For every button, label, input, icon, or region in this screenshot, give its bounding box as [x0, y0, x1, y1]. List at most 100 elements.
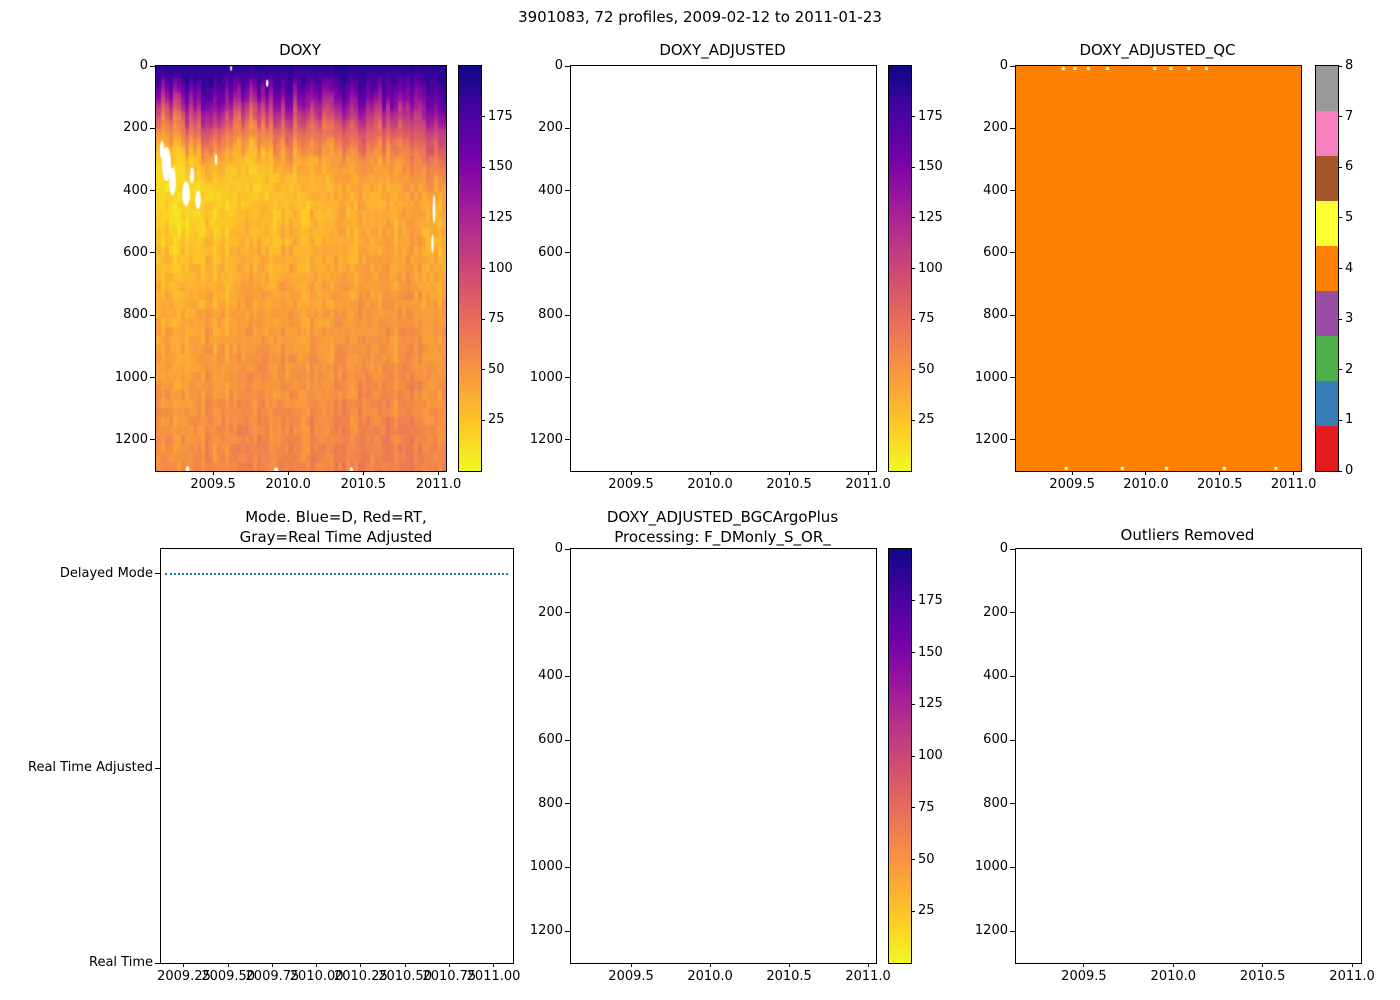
- colorbar-tick-label: 150: [488, 159, 513, 175]
- y-tick-mark: [565, 314, 570, 316]
- y-tick-label: 0: [999, 541, 1008, 556]
- colorbar-tick-mark: [1338, 217, 1342, 219]
- colorbar-tick-label: 8: [1345, 58, 1354, 73]
- colorbar-tick-mark: [1338, 470, 1342, 472]
- y-tick-label: Real Time: [89, 955, 153, 970]
- y-tick-mark: [1010, 377, 1015, 379]
- colorbar-tick-label: 7: [1345, 108, 1354, 124]
- doxy-heatmap-plot: 2009.5 2010.0 2010.5 2011.0 0 200 400 600 800 100…: [115, 58, 461, 492]
- y-tick-mark: [150, 190, 155, 192]
- x-tick-label: 2009.75: [245, 969, 300, 984]
- y-tick-mark: [565, 127, 570, 129]
- y-tick-mark: [1010, 65, 1015, 67]
- x-tick-mark: [788, 963, 790, 967]
- outliers-removed-plot: 2009.5 2010.0 2010.5 2011.0 0 200 400 600 800 100…: [975, 541, 1375, 984]
- x-tick-label: 2010.0: [265, 477, 311, 492]
- y-tick-mark: [150, 377, 155, 379]
- y-tick-label: 1000: [974, 369, 1008, 385]
- y-tick-mark: [1010, 548, 1015, 550]
- x-tick-label: 2009.50: [201, 969, 256, 984]
- colorbar-tick-label: 125: [918, 696, 943, 712]
- x-tick-mark: [867, 963, 869, 967]
- y-tick-mark: [1010, 612, 1015, 614]
- y-tick-label: Delayed Mode: [59, 565, 153, 581]
- colorbar-tick-label: 125: [488, 209, 513, 225]
- panel-doxy-title: DOXY: [279, 41, 321, 59]
- y-tick-mark: [1010, 675, 1015, 677]
- colorbar-tick-mark: [911, 910, 915, 912]
- x-tick-label: 2010.0: [687, 969, 733, 984]
- panel-doxy-adjusted-title: DOXY_ADJUSTED: [659, 41, 786, 59]
- colorbar-tick-label: 175: [488, 108, 513, 124]
- y-tick-label: Real Time Adjusted: [28, 760, 153, 775]
- y-tick-label: 200: [983, 604, 1008, 620]
- x-tick-mark: [227, 963, 229, 967]
- colorbar-segment: [1316, 426, 1338, 471]
- bgc-processing-plot: 2009.5 2010.0 2010.5 2011.0 0 200 400 600 800 100…: [530, 541, 891, 984]
- panel-doxy-adjusted-qc-title: DOXY_ADJUSTED_QC: [1079, 41, 1236, 59]
- x-tick-mark: [360, 963, 362, 967]
- y-tick-mark: [565, 548, 570, 550]
- colorbar-tick-label: 150: [918, 159, 943, 175]
- colorbar-tick-mark: [481, 217, 485, 219]
- y-tick-label: 1000: [114, 369, 148, 385]
- y-tick-label: 400: [538, 182, 563, 198]
- x-tick-mark: [630, 963, 632, 967]
- colorbar-tick-mark: [1338, 419, 1342, 421]
- colorbar-tick-mark: [911, 217, 915, 219]
- colorbar-tick-mark: [911, 419, 915, 421]
- y-tick-label: 600: [983, 244, 1008, 260]
- y-tick-mark: [1010, 803, 1015, 805]
- x-tick-mark: [1219, 471, 1221, 475]
- y-tick-label: 0: [139, 58, 148, 73]
- x-tick-label: 2011.0: [415, 477, 462, 492]
- colorbar-tick-mark: [911, 600, 915, 602]
- colorbar-tick-mark: [911, 166, 915, 168]
- x-tick-label: 2010.0: [1150, 969, 1197, 984]
- colorbar-segment: [1316, 335, 1338, 381]
- x-tick-mark: [1262, 963, 1264, 967]
- colorbar-tick-mark: [481, 419, 485, 421]
- colorbar-tick-label: 25: [918, 412, 935, 428]
- bgc-colorbar: 25 50 75 100 125 150 175: [888, 548, 943, 964]
- x-tick-mark: [709, 963, 711, 967]
- y-tick-label: 600: [538, 732, 563, 748]
- x-tick-mark: [1172, 963, 1174, 967]
- x-tick-mark: [212, 471, 214, 475]
- y-tick-label: 0: [554, 58, 563, 73]
- colorbar-tick-label: 100: [918, 748, 943, 763]
- colorbar-tick-label: 2: [1345, 361, 1354, 377]
- colorbar-tick-mark: [1338, 369, 1342, 371]
- y-tick-mark: [565, 866, 570, 868]
- x-tick-label: 2010.75: [422, 969, 477, 984]
- colorbar-tick-mark: [1338, 268, 1342, 269]
- x-tick-mark: [1351, 963, 1353, 967]
- y-tick-mark: [1010, 127, 1015, 129]
- colorbar-tick-mark: [911, 859, 915, 860]
- x-tick-mark: [1071, 471, 1073, 475]
- x-tick-label: 2010.0: [1123, 477, 1169, 492]
- y-tick-label: 1200: [974, 431, 1008, 447]
- colorbar-tick-mark: [1338, 116, 1342, 118]
- y-tick-label: 1000: [529, 859, 563, 875]
- y-tick-label: 200: [538, 604, 563, 620]
- doxy-adjusted-colorbar: 25 50 75 100 125 150 175: [888, 65, 943, 472]
- mode-plot: 2009.25 2009.50 2009.75 2010.00 2010.25 2010.…: [28, 548, 520, 984]
- colorbar-segment: [1316, 156, 1338, 201]
- colorbar-tick-label: 6: [1345, 159, 1354, 175]
- y-tick-mark: [565, 803, 570, 805]
- colorbar-tick-mark: [481, 318, 485, 320]
- panel-outliers-title: Outliers Removed: [1120, 526, 1255, 544]
- y-tick-label: 0: [554, 541, 563, 556]
- colorbar-tick-label: 50: [488, 361, 505, 377]
- y-tick-mark: [1010, 439, 1015, 441]
- x-tick-mark: [630, 471, 632, 475]
- y-tick-mark: [565, 65, 570, 67]
- y-tick-mark: [565, 930, 570, 932]
- x-tick-mark: [709, 471, 711, 475]
- y-tick-label: 0: [999, 58, 1008, 73]
- colorbar-segment: [1316, 246, 1338, 291]
- colorbar-tick-label: 0: [1345, 463, 1354, 478]
- y-tick-mark: [565, 377, 570, 379]
- y-tick-mark: [1010, 314, 1015, 316]
